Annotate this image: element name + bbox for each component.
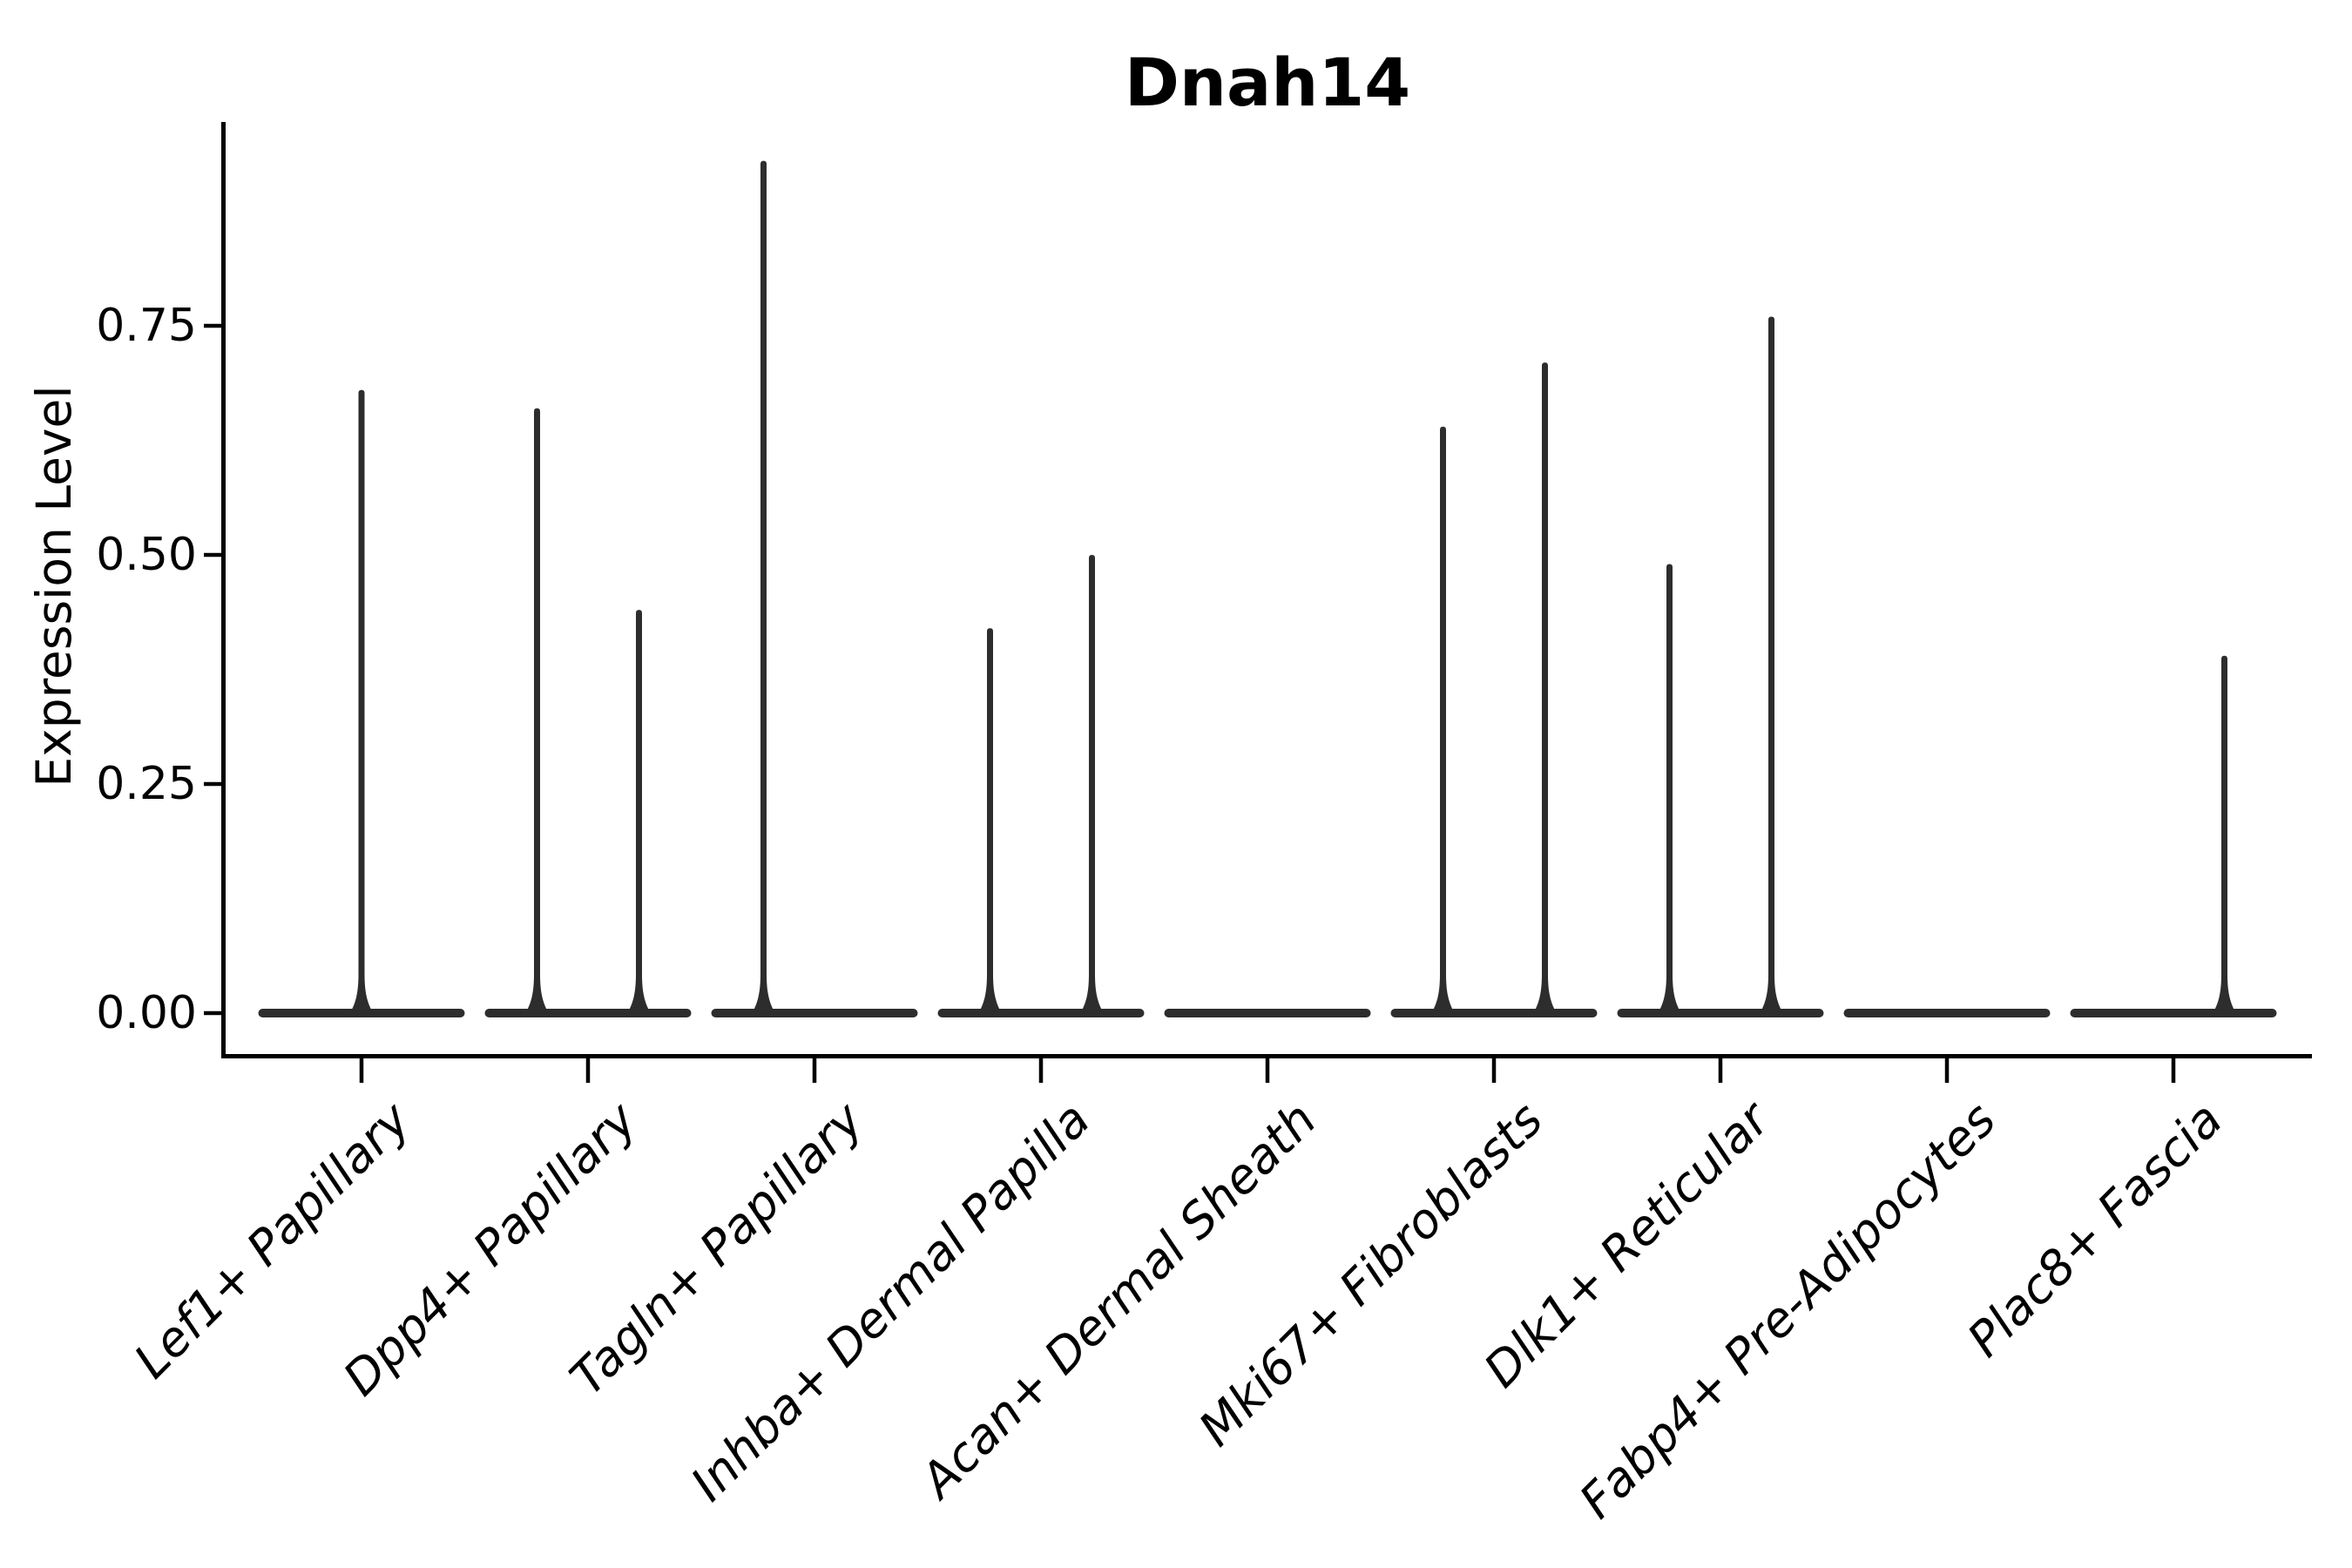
violin-tail-3: [750, 160, 777, 1016]
y-tick-label: 0.00: [96, 987, 197, 1039]
x-tick-mark: [1718, 1058, 1723, 1083]
violin-tail-9: [2211, 655, 2238, 1016]
y-tick-mark: [204, 323, 221, 328]
violin-baseline-5: [1164, 1009, 1371, 1017]
x-tick-mark: [585, 1058, 591, 1083]
violin-tail-1: [348, 389, 375, 1016]
y-tick-label: 0.25: [96, 758, 197, 810]
violin-baseline-6: [1390, 1009, 1598, 1017]
violin-tail-2: [524, 408, 551, 1016]
y-tick-mark: [204, 552, 221, 558]
violin-tail-2: [625, 610, 652, 1016]
violin-baseline-7: [1617, 1009, 1824, 1017]
x-tick-mark: [1038, 1058, 1044, 1083]
y-tick-label: 0.75: [96, 300, 197, 352]
violin-baseline-8: [1843, 1009, 2051, 1017]
violin-tail-6: [1531, 362, 1558, 1017]
chart-title: Dnah14: [1124, 44, 1411, 121]
x-tick-mark: [2171, 1058, 2176, 1083]
x-tick-mark: [1491, 1058, 1497, 1083]
y-tick-mark: [204, 1010, 221, 1016]
violin-tail-6: [1429, 426, 1456, 1017]
violin-tail-4: [977, 628, 1004, 1016]
violin-baseline-3: [711, 1009, 918, 1017]
violin-baseline-4: [937, 1009, 1145, 1017]
x-tick-mark: [1265, 1058, 1270, 1083]
violin-tail-7: [1758, 316, 1785, 1017]
violin-tail-7: [1656, 564, 1683, 1016]
violin-tail-4: [1078, 555, 1105, 1016]
violin-baseline-2: [484, 1009, 692, 1017]
y-axis-spine: [221, 122, 226, 1058]
x-tick-mark: [1944, 1058, 1950, 1083]
y-tick-label: 0.50: [96, 529, 197, 581]
x-tick-mark: [359, 1058, 364, 1083]
y-tick-mark: [204, 781, 221, 787]
x-tick-mark: [812, 1058, 817, 1083]
violin-baseline-9: [2070, 1009, 2277, 1017]
x-axis-spine: [221, 1054, 2312, 1058]
